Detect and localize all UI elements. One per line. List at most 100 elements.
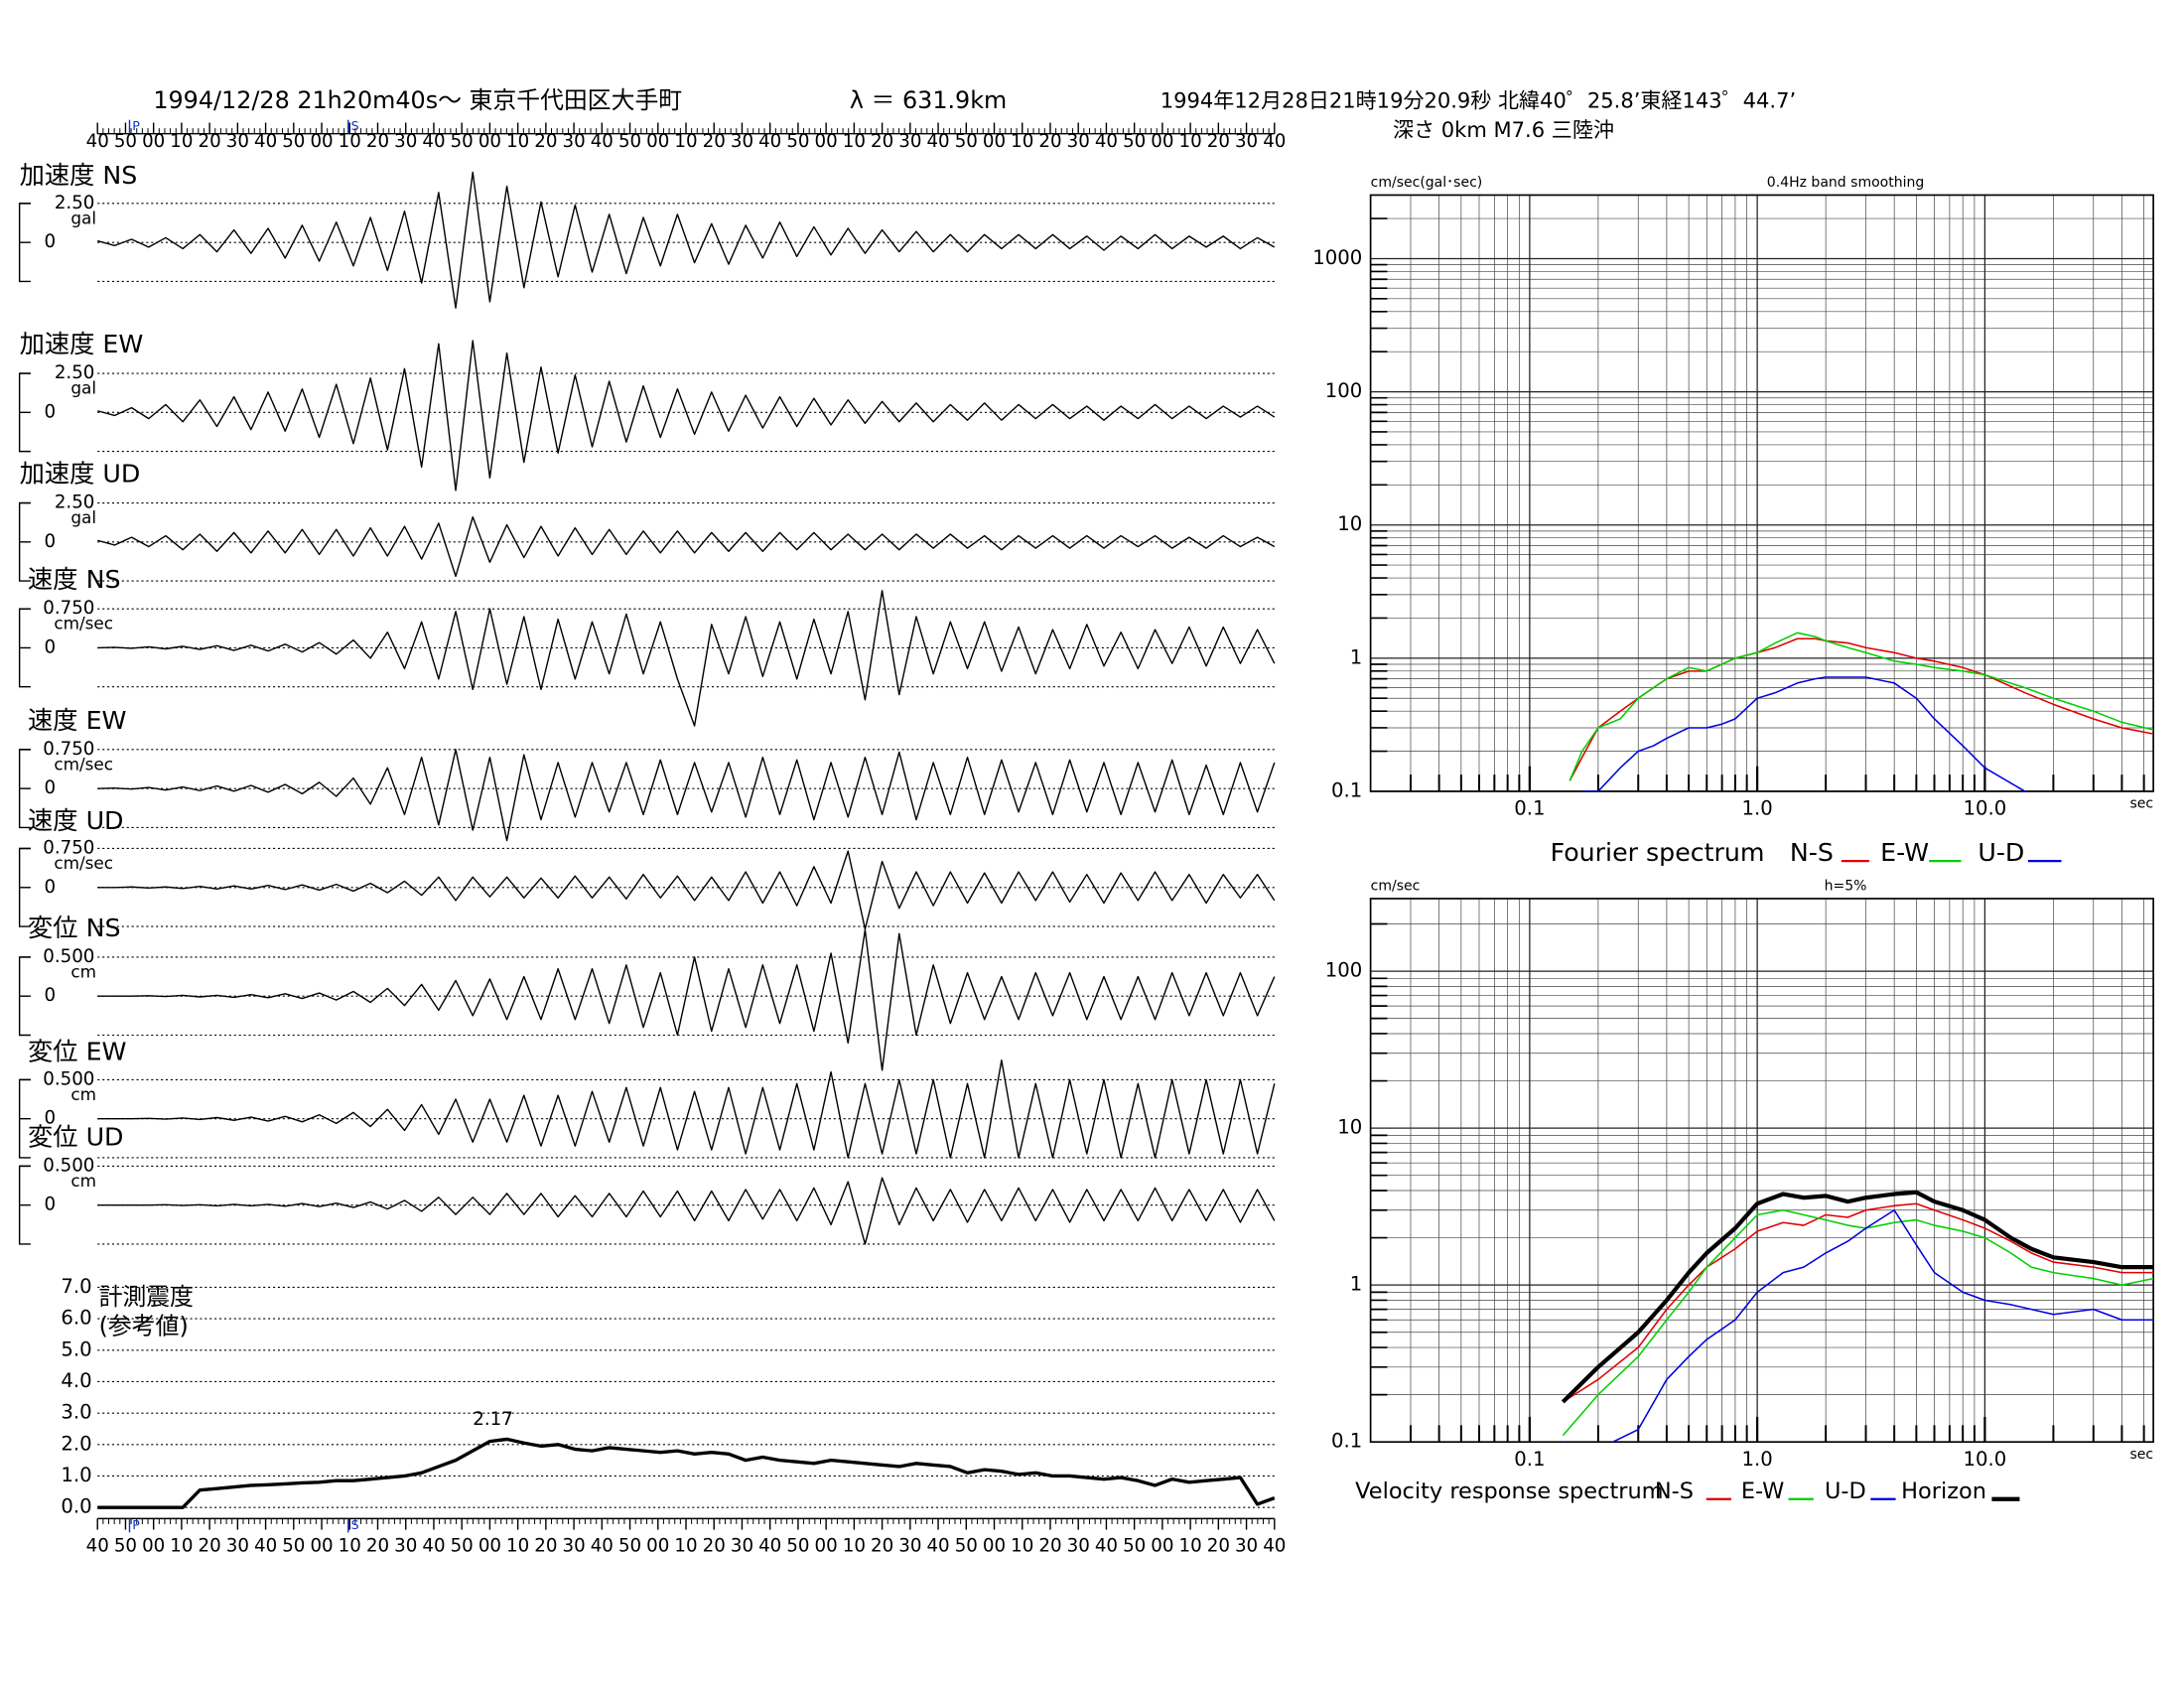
trace-tick-label: 2.50 bbox=[55, 362, 95, 383]
trace-name: 変位 UD bbox=[28, 1122, 123, 1151]
waveform bbox=[97, 928, 1276, 1071]
phase-label: S bbox=[351, 118, 359, 133]
waveform bbox=[97, 1059, 1276, 1159]
phase-label: S bbox=[351, 1517, 359, 1532]
waveform bbox=[97, 749, 1276, 842]
depth-magnitude: 深さ 0km M7.6 三陸沖 bbox=[1393, 117, 1614, 142]
time-tick-label: 00 bbox=[142, 131, 165, 152]
time-tick-label: 30 bbox=[563, 131, 586, 152]
time-tick-label: 50 bbox=[955, 131, 978, 152]
time-tick-label: 20 bbox=[703, 1535, 726, 1556]
trace-name: 速度 NS bbox=[28, 565, 120, 594]
legend-label: U-D bbox=[1825, 1478, 1866, 1504]
waveform bbox=[97, 590, 1276, 727]
time-tick-label: 50 bbox=[955, 1535, 978, 1556]
x-tick-label: 1.0 bbox=[1742, 797, 1773, 820]
y-tick-label: 1 bbox=[1350, 1273, 1363, 1296]
time-tick-label: 10 bbox=[674, 1535, 697, 1556]
time-tick-label: 20 bbox=[199, 131, 221, 152]
time-tick-label: 20 bbox=[534, 131, 557, 152]
y-tick-label: 1 bbox=[1350, 645, 1363, 668]
time-tick-label: 20 bbox=[534, 1535, 557, 1556]
time-tick-label: 30 bbox=[1067, 131, 1090, 152]
time-tick-label: 30 bbox=[898, 131, 921, 152]
waveform bbox=[97, 1177, 1276, 1245]
trace-name: 加速度 EW bbox=[20, 330, 144, 358]
trace-unit: cm/sec bbox=[54, 853, 113, 873]
trace-unit: gal bbox=[70, 507, 96, 527]
trace-tick-label: 0 bbox=[45, 401, 57, 422]
time-tick-label: 00 bbox=[478, 1535, 501, 1556]
time-tick-label: 10 bbox=[170, 1535, 193, 1556]
intensity-tick-label: 6.0 bbox=[61, 1307, 91, 1330]
time-tick-label: 40 bbox=[422, 131, 445, 152]
spectrum-line bbox=[1569, 632, 2154, 781]
legend-title: Velocity response spectrum bbox=[1355, 1478, 1663, 1504]
intensity-line bbox=[97, 1437, 1276, 1509]
time-tick-label: 50 bbox=[618, 1535, 641, 1556]
x-axis-unit: sec bbox=[2129, 796, 2153, 812]
trace-tick-label: 2.50 bbox=[55, 492, 95, 513]
time-tick-label: 10 bbox=[674, 131, 697, 152]
time-tick-label: 50 bbox=[282, 1535, 305, 1556]
time-tick-label: 30 bbox=[898, 1535, 921, 1556]
time-tick-label: 20 bbox=[1207, 1535, 1230, 1556]
time-tick-label: 20 bbox=[1038, 1535, 1061, 1556]
spectrum-line bbox=[1562, 1208, 2154, 1437]
intensity-tick-label: 3.0 bbox=[61, 1401, 91, 1424]
trace-unit: cm bbox=[70, 1084, 96, 1104]
spectrum-line bbox=[1561, 1190, 2154, 1404]
y-tick-label: 100 bbox=[1325, 959, 1362, 982]
trace-tick-label: 0.500 bbox=[43, 1155, 94, 1176]
trace-tick-label: 0.500 bbox=[43, 946, 94, 967]
time-tick-label: 20 bbox=[871, 131, 893, 152]
time-tick-label: 00 bbox=[478, 131, 501, 152]
time-tick-label: 50 bbox=[282, 131, 305, 152]
time-tick-label: 10 bbox=[843, 1535, 866, 1556]
waveform bbox=[97, 340, 1276, 492]
x-tick-label: 1.0 bbox=[1742, 1448, 1773, 1471]
time-tick-label: 00 bbox=[646, 131, 669, 152]
waveform bbox=[97, 171, 1276, 309]
epicentral-distance: λ ＝ 631.9km bbox=[850, 86, 1007, 114]
time-tick-label: 20 bbox=[366, 131, 389, 152]
time-tick-label: 10 bbox=[170, 131, 193, 152]
time-tick-label: 50 bbox=[114, 131, 137, 152]
phase-label: P bbox=[132, 118, 140, 133]
trace-name: 加速度 UD bbox=[20, 459, 141, 488]
intensity-label: (参考値) bbox=[99, 1313, 189, 1340]
trace-name: 速度 UD bbox=[28, 806, 123, 835]
spectrum-line bbox=[1563, 1208, 2154, 1443]
time-tick-label: 00 bbox=[142, 1535, 165, 1556]
time-tick-label: 30 bbox=[226, 131, 249, 152]
time-tick-label: 10 bbox=[1179, 1535, 1202, 1556]
phase-label: P bbox=[132, 1517, 140, 1532]
time-tick-label: 10 bbox=[1011, 131, 1033, 152]
time-tick-label: 00 bbox=[310, 1535, 333, 1556]
x-tick-label: 10.0 bbox=[1964, 797, 2007, 820]
time-tick-label: 40 bbox=[1263, 131, 1286, 152]
time-tick-label: 40 bbox=[86, 131, 109, 152]
time-tick-label: 40 bbox=[1095, 1535, 1118, 1556]
trace-name: 速度 EW bbox=[28, 706, 126, 735]
time-tick-label: 40 bbox=[758, 1535, 781, 1556]
time-tick-label: 10 bbox=[1011, 1535, 1033, 1556]
time-tick-label: 40 bbox=[254, 1535, 277, 1556]
legend-label: U-D bbox=[1978, 838, 2024, 867]
trace-tick-label: 0 bbox=[45, 636, 57, 657]
intensity-tick-label: 1.0 bbox=[61, 1464, 91, 1486]
time-tick-label: 30 bbox=[394, 1535, 417, 1556]
trace-tick-label: 0 bbox=[45, 777, 57, 798]
time-tick-label: 50 bbox=[114, 1535, 137, 1556]
time-tick-label: 00 bbox=[983, 1535, 1006, 1556]
trace-tick-label: 0 bbox=[45, 531, 57, 552]
time-tick-label: 10 bbox=[339, 131, 361, 152]
time-tick-label: 00 bbox=[815, 131, 838, 152]
trace-unit: cm/sec bbox=[54, 614, 113, 633]
time-tick-label: 40 bbox=[591, 131, 614, 152]
y-axis-label: cm/sec bbox=[1371, 878, 1421, 894]
trace-unit: cm bbox=[70, 1171, 96, 1191]
time-tick-label: 30 bbox=[394, 131, 417, 152]
